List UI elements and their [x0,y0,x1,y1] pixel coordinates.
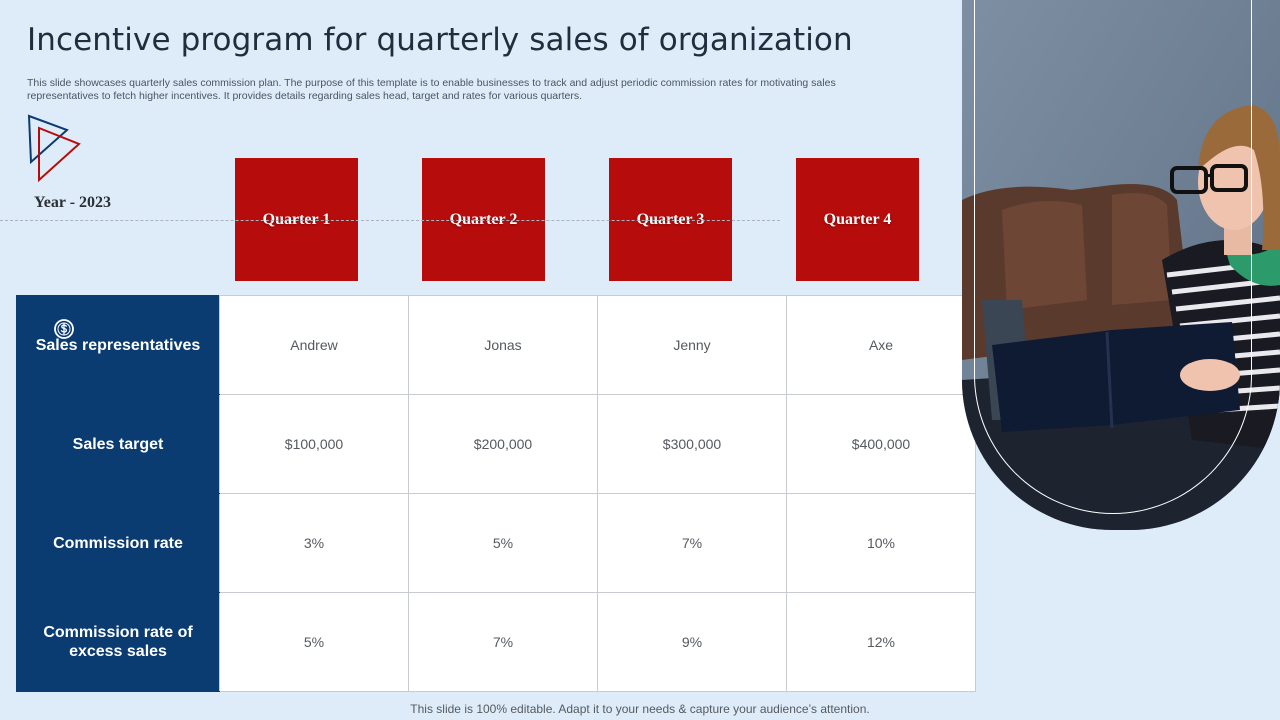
slide-title: Incentive program for quarterly sales of… [27,22,853,58]
table-row: Commission rate 3% 5% 7% 10% [16,493,976,593]
table-cell: Jenny [597,295,787,395]
table-cell: $400,000 [786,394,976,494]
row-header-commission-rate: Commission rate [16,493,220,593]
table-cell: 3% [219,493,409,593]
row-header-sales-target: Sales target [16,394,220,494]
table-cell: $100,000 [219,394,409,494]
table-cell: Jonas [408,295,598,395]
table-cell: Axe [786,295,976,395]
slide-description: This slide showcases quarterly sales com… [27,77,836,102]
timeline-divider [0,220,780,221]
row-header-sales-representatives: Sales representatives [16,295,220,395]
table-row: Commission rate of excess sales 5% 7% 9%… [16,592,976,692]
quarter-3-box: Quarter 3 [609,158,732,281]
commission-table: Sales representatives Andrew Jonas Jenny… [16,295,976,692]
quarter-4-box: Quarter 4 [796,158,919,281]
table-cell: 5% [219,592,409,692]
table-cell: 9% [597,592,787,692]
slide-footer: This slide is 100% editable. Adapt it to… [410,702,870,716]
table-cell: 7% [408,592,598,692]
table-cell: $200,000 [408,394,598,494]
quarter-2-box: Quarter 2 [422,158,545,281]
table-cell: 10% [786,493,976,593]
table-cell: 7% [597,493,787,593]
dollar-coin-icon [54,319,74,339]
table-cell: 5% [408,493,598,593]
row-header-excess-commission: Commission rate of excess sales [16,592,220,692]
table-cell: 12% [786,592,976,692]
table-row: Sales target $100,000 $200,000 $300,000 … [16,394,976,494]
triangle-logo-icon [27,114,81,183]
photo-frame-ring [974,0,1252,514]
year-label: Year - 2023 [34,194,112,211]
table-cell: $300,000 [597,394,787,494]
table-row: Sales representatives Andrew Jonas Jenny… [16,295,976,395]
table-cell: Andrew [219,295,409,395]
quarter-1-box: Quarter 1 [235,158,358,281]
